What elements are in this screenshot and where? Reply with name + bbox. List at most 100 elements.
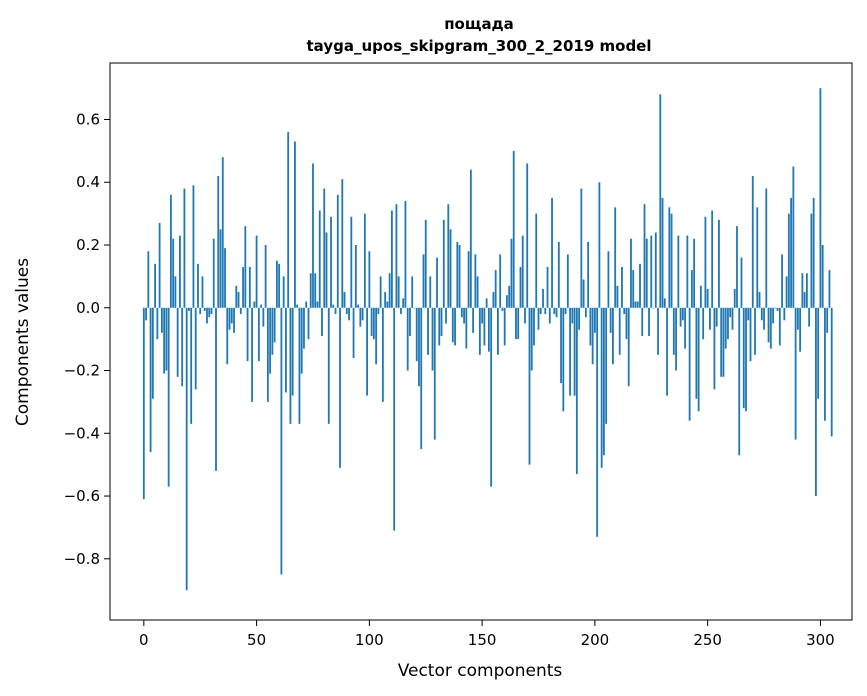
bar-304 [828, 270, 831, 308]
bar-6 [156, 307, 159, 340]
y-tick-label-6: −0.6 [64, 487, 100, 505]
y-tick-label-4: −0.2 [64, 362, 100, 380]
bar-155 [492, 292, 495, 308]
bar-57 [271, 307, 274, 355]
bar-203 [600, 307, 603, 468]
bar-47 [248, 266, 251, 308]
bar-90 [345, 307, 348, 315]
bar-2 [147, 251, 150, 308]
bar-130 [436, 257, 438, 308]
bar-173 [533, 307, 535, 346]
bar-222 [643, 204, 646, 308]
bar-295 [808, 307, 811, 327]
bar-293 [803, 292, 806, 308]
x-tick-label-4: 200 [581, 631, 610, 649]
bar-170 [526, 163, 529, 308]
bar-74 [309, 273, 312, 308]
bar-196 [584, 307, 587, 318]
bar-209 [614, 207, 617, 308]
bar-149 [478, 307, 481, 355]
bar-161 [506, 295, 508, 308]
bar-174 [535, 213, 538, 308]
bar-69 [298, 307, 301, 424]
bar-40 [233, 307, 235, 333]
bar-111 [393, 307, 396, 531]
bar-179 [546, 266, 549, 308]
bar-127 [429, 276, 432, 308]
bar-70 [300, 307, 303, 374]
bar-178 [544, 307, 547, 315]
bar-294 [805, 273, 808, 308]
bar-4 [151, 307, 154, 399]
bar-122 [418, 307, 420, 387]
bar-191 [573, 307, 576, 396]
bar-34 [219, 229, 222, 308]
bar-301 [821, 245, 824, 308]
bar-305 [830, 307, 833, 437]
x-axis-label: Vector components [398, 661, 563, 681]
bar-200 [593, 307, 596, 333]
bar-291 [799, 307, 802, 352]
bar-303 [826, 307, 829, 333]
x-tick-label-3: 150 [468, 631, 497, 649]
bar-280 [774, 307, 777, 309]
bar-58 [273, 307, 276, 343]
chart-title-line1: пощада [444, 15, 514, 33]
bar-31 [212, 238, 215, 308]
bar-23 [194, 307, 197, 390]
bar-32 [215, 307, 217, 471]
bar-253 [713, 307, 716, 390]
bar-215 [627, 307, 630, 387]
bar-201 [596, 307, 599, 537]
bar-80 [323, 188, 326, 308]
bar-50 [255, 235, 258, 308]
bar-227 [654, 232, 657, 308]
bar-37 [226, 307, 229, 365]
bar-86 [336, 194, 339, 308]
bar-229 [659, 94, 662, 308]
y-tick-label-3: 0.0 [76, 299, 100, 317]
bar-33 [217, 175, 220, 308]
bar-27 [203, 307, 206, 311]
x-ticks: 0 50 100 150 200 250 300 [139, 620, 835, 649]
bar-207 [609, 307, 612, 333]
bar-292 [801, 273, 804, 308]
bar-5 [154, 263, 156, 308]
bar-51 [257, 307, 260, 362]
bar-270 [751, 175, 754, 308]
bar-125 [424, 219, 427, 308]
bar-279 [772, 307, 774, 324]
bar-54 [264, 245, 267, 308]
plot-frame [109, 62, 853, 621]
bar-60 [278, 263, 281, 308]
bar-257 [722, 307, 725, 377]
bar-205 [605, 307, 608, 424]
bar-9 [163, 307, 166, 374]
bar-276 [765, 188, 768, 308]
bar-11 [167, 307, 170, 487]
bar-177 [542, 288, 544, 308]
bar-20 [188, 307, 190, 311]
bar-42 [237, 292, 240, 308]
bar-193 [578, 307, 580, 330]
bar-144 [467, 251, 470, 308]
bar-131 [438, 307, 441, 346]
bar-268 [747, 307, 750, 321]
bar-13 [172, 238, 175, 308]
bar-96 [359, 307, 362, 327]
bar-258 [724, 307, 727, 349]
bar-134 [445, 307, 447, 324]
bar-262 [733, 288, 736, 308]
bar-236 [675, 307, 677, 371]
bar-181 [551, 197, 553, 308]
bar-275 [763, 307, 765, 330]
bar-299 [817, 307, 820, 399]
y-tick-label-7: −0.8 [64, 550, 100, 568]
bar-273 [758, 292, 761, 308]
bar-224 [648, 307, 650, 337]
bar-46 [246, 307, 249, 362]
bar-26 [201, 276, 204, 308]
bar-142 [463, 307, 465, 324]
bar-239 [681, 307, 684, 321]
